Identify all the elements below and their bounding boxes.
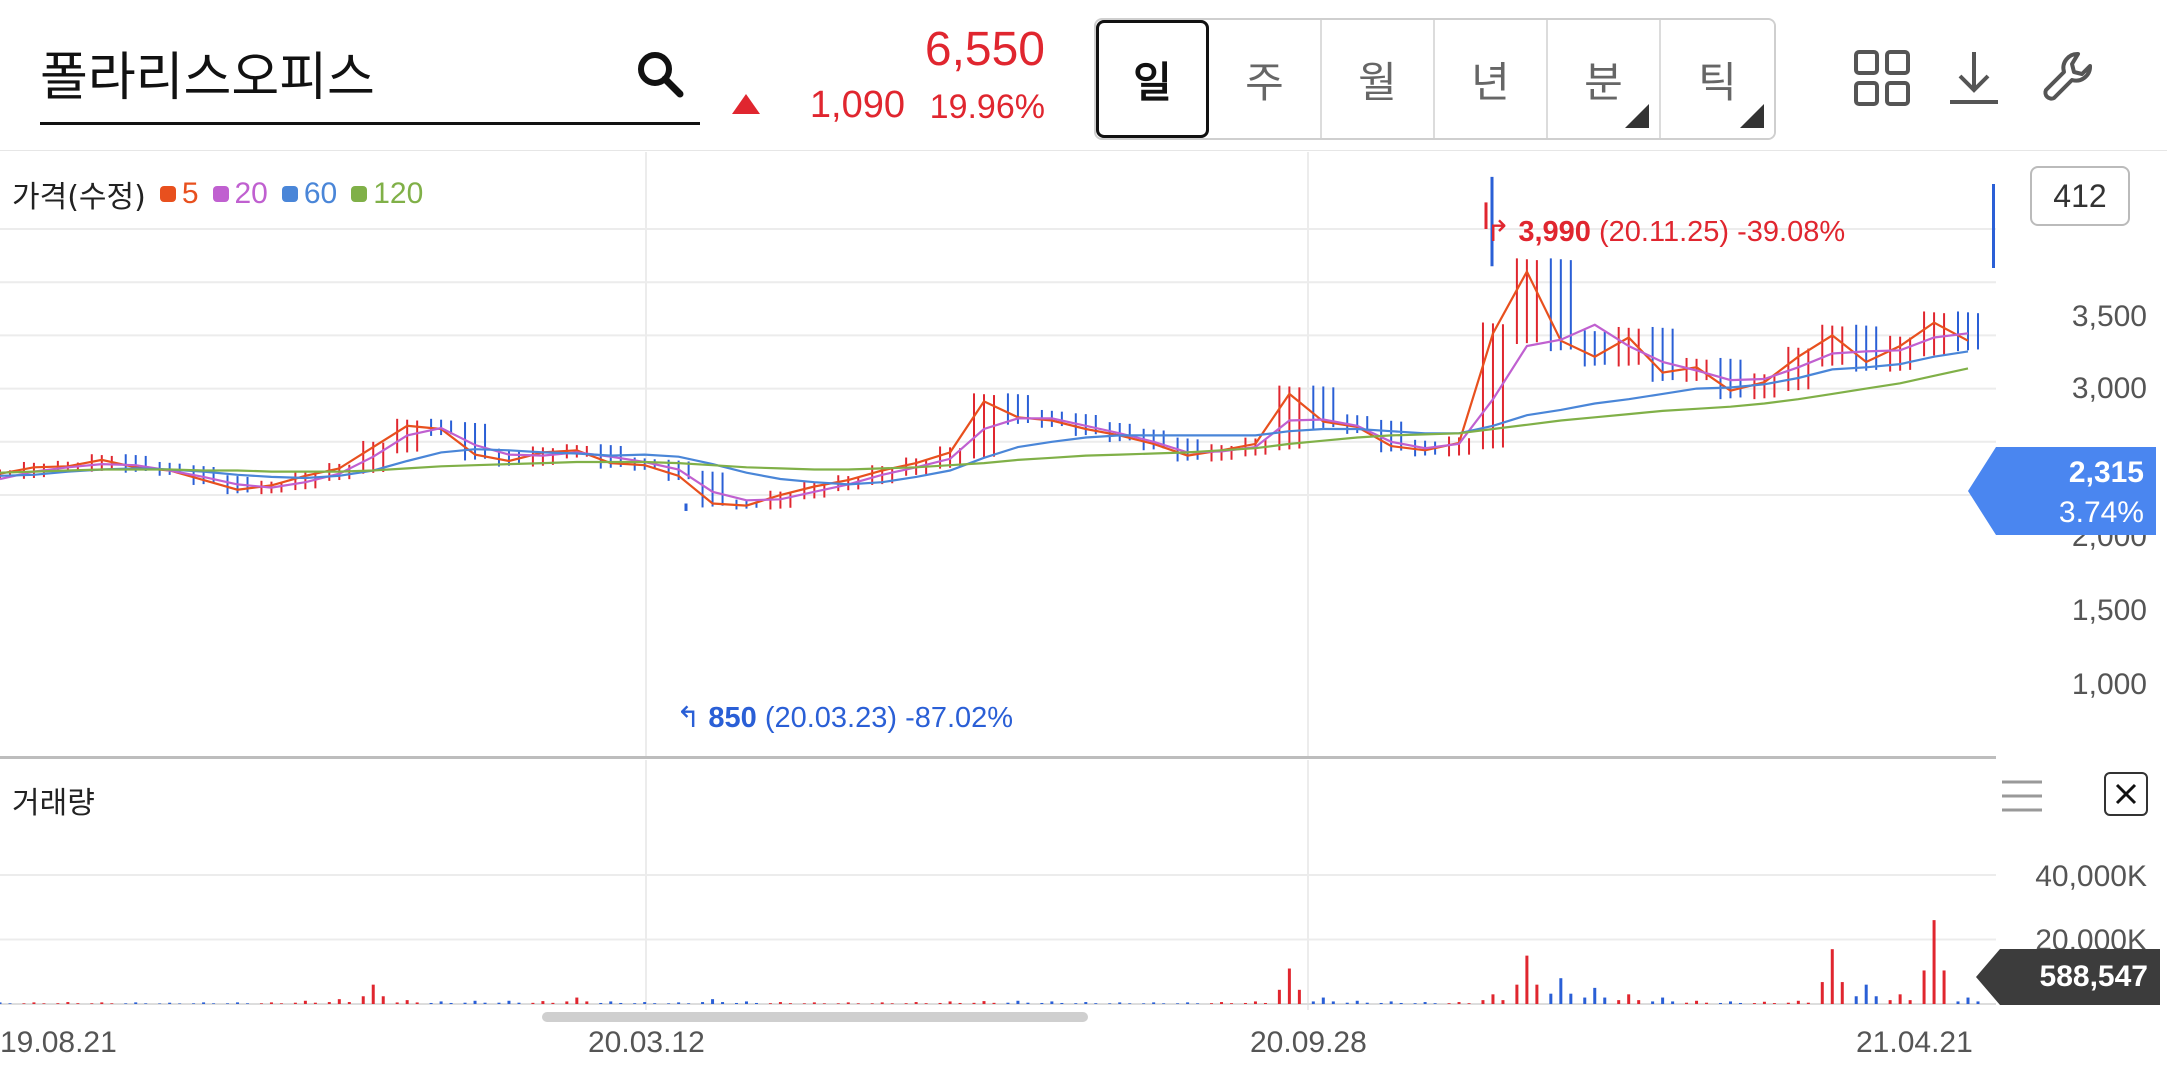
period-year-button[interactable]: 년 [1435, 20, 1548, 138]
volume-pointer [1976, 949, 2000, 1005]
chart-title: 가격(수정) [12, 180, 146, 215]
legend-item-5[interactable]: 5 [159, 177, 199, 211]
period-label: 분 [1584, 57, 1623, 107]
period-label: 월 [1358, 57, 1397, 107]
wrench-settings-icon[interactable] [2040, 48, 2100, 108]
ma-line-120 [0, 367, 1969, 474]
period-week-button[interactable]: 주 [1209, 20, 1322, 138]
volume-grid [0, 760, 1996, 1010]
low-marker-icon: ↰ [676, 702, 709, 734]
low-annotation: ↰ 850 (20.03.23) -87.02% [676, 700, 1013, 735]
period-month-button[interactable]: 월 [1322, 20, 1435, 138]
submenu-corner-icon [1625, 104, 1649, 128]
legend-label: 5 [181, 177, 199, 210]
price-chart[interactable] [0, 152, 1996, 756]
price-tick: 1,000 [2071, 668, 2147, 701]
pane-divider[interactable] [0, 756, 1996, 759]
candles [0, 258, 1979, 510]
price-change: 1,090 [809, 84, 905, 126]
high-detail: (20.11.25) -39.08% [1599, 216, 1846, 248]
moving-average-lines [0, 269, 1969, 507]
high-annotation: ↱ 3,990 (20.11.25) -39.08% [1486, 214, 1845, 249]
date-tick: 20.03.12 [588, 1026, 705, 1059]
date-tick: 19.08.21 [0, 1026, 117, 1059]
close-volume-button[interactable] [2104, 772, 2148, 816]
legend-dot [159, 186, 176, 202]
current-price: 6,550 [924, 23, 1045, 76]
candle-count-box[interactable]: 412 [2030, 166, 2130, 226]
period-label: 일 [1133, 57, 1172, 107]
current-price-pointer [1968, 447, 1996, 535]
price-change-pct: 19.96% [929, 88, 1045, 126]
price-tick: 1,500 [2071, 594, 2147, 627]
legend-dot [281, 186, 298, 202]
current-price-pct: 3.74% [2058, 496, 2144, 529]
download-icon[interactable] [1944, 48, 2004, 108]
close-icon [2115, 783, 2137, 805]
legend-dot [351, 186, 368, 202]
extreme-markers [684, 176, 1494, 511]
volume-chart[interactable] [0, 760, 1996, 1010]
high-value: 3,990 [1518, 216, 1591, 248]
date-tick: 21.04.21 [1856, 1026, 1973, 1059]
horizontal-scrollbar[interactable] [542, 1012, 1088, 1022]
legend-item-60[interactable]: 60 [281, 177, 338, 211]
legend-item-20[interactable]: 20 [212, 177, 268, 211]
period-tick-button[interactable]: 틱 [1661, 20, 1774, 138]
legend-label: 20 [234, 177, 268, 210]
menu-icon[interactable] [2000, 778, 2044, 814]
legend-label: 60 [303, 177, 338, 210]
up-arrow-icon [732, 94, 760, 114]
period-label: 년 [1471, 57, 1510, 107]
chart-legend: 가격(수정) 5 20 60 120 [12, 172, 423, 216]
search-input[interactable] [40, 42, 600, 102]
volume-tick: 40,000K [2035, 860, 2147, 893]
volume-current-badge: 588,547 [2000, 949, 2160, 1005]
high-marker-icon: ↱ [1486, 216, 1519, 248]
grid-layout-icon[interactable] [1852, 48, 1912, 108]
search-icon[interactable] [632, 46, 688, 102]
price-grid [0, 152, 1996, 756]
submenu-corner-icon [1740, 104, 1764, 128]
legend-dot [212, 186, 229, 202]
search-box [40, 28, 700, 125]
current-price-badge: 2,315 3.74% [1996, 447, 2156, 535]
period-label: 틱 [1698, 57, 1737, 107]
volume-title: 거래량 [12, 786, 95, 821]
price-tick: 3,000 [2071, 372, 2147, 405]
ma-line-60 [0, 350, 1969, 486]
period-selector: 일 주 월 년 분 틱 [1094, 18, 1776, 140]
period-label: 주 [1245, 57, 1284, 107]
volume-bars [0, 920, 1980, 1004]
period-day-button[interactable]: 일 [1096, 20, 1209, 138]
low-detail: (20.03.23) -87.02% [764, 702, 1014, 734]
low-value: 850 [708, 702, 757, 734]
price-tick: 3,500 [2071, 300, 2147, 333]
legend-item-120[interactable]: 120 [351, 177, 423, 211]
current-price-value: 2,315 [2068, 456, 2144, 489]
period-minute-button[interactable]: 분 [1548, 20, 1661, 138]
date-tick: 20.09.28 [1250, 1026, 1367, 1059]
scroll-indicator [1992, 184, 1995, 268]
legend-label: 120 [373, 177, 424, 210]
axis-panel [1996, 152, 2167, 1012]
